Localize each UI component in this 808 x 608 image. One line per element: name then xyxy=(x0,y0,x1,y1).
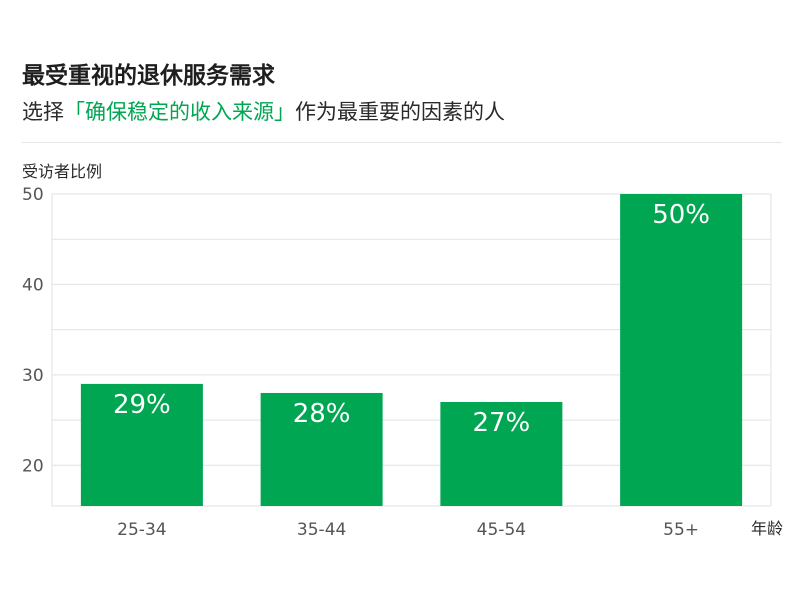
x-tick-label: 25-34 xyxy=(117,520,166,540)
bar-55+ xyxy=(620,194,743,506)
bar-data-label: 27% xyxy=(472,408,530,438)
y-axis-label: 受访者比例 xyxy=(22,162,102,181)
x-tick-label: 55+ xyxy=(663,520,699,540)
y-tick-label: 40 xyxy=(22,275,44,295)
bar-data-label: 28% xyxy=(293,399,351,429)
chart-subtitle: 选择「确保稳定的收入来源」作为最重要的因素的人 xyxy=(22,96,505,126)
chart-title: 最受重视的退休服务需求 xyxy=(22,63,275,89)
bar-data-label: 50% xyxy=(652,200,710,230)
bar-35-44 xyxy=(260,392,383,506)
subtitle-highlight: 「确保稳定的收入来源」 xyxy=(64,100,295,124)
bar-45-54 xyxy=(440,402,563,506)
x-axis-label: 年龄 xyxy=(751,519,783,538)
subtitle-prefix: 选择 xyxy=(22,100,64,124)
x-tick-label: 35-44 xyxy=(297,520,346,540)
y-tick-label: 30 xyxy=(22,366,44,386)
y-tick-label: 50 xyxy=(22,185,44,205)
x-tick-label: 45-54 xyxy=(477,520,526,540)
header-divider xyxy=(22,142,782,143)
bar-data-label: 29% xyxy=(113,390,171,420)
y-tick-label: 20 xyxy=(22,456,44,476)
bar-25-34 xyxy=(80,383,203,506)
subtitle-suffix: 作为最重要的因素的人 xyxy=(295,100,505,124)
